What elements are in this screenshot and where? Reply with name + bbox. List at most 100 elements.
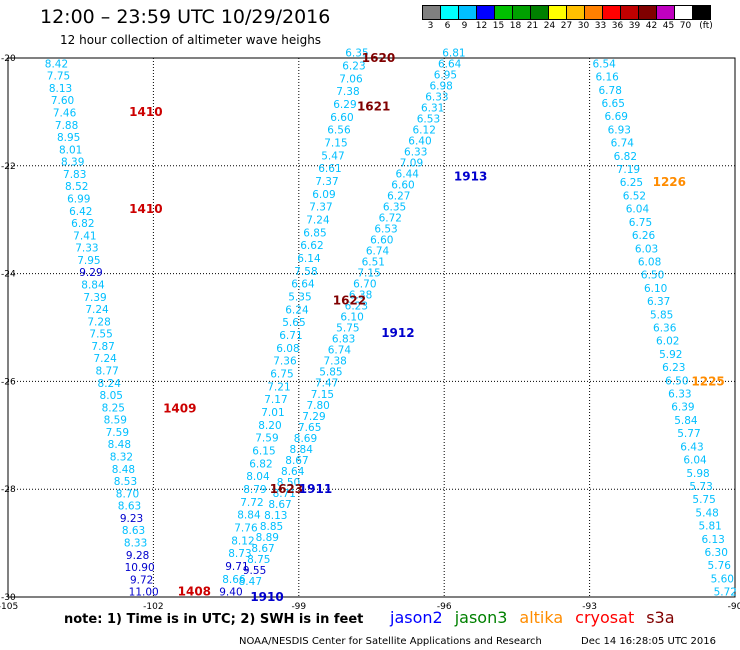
wave-height-value: 7.15 <box>324 137 347 149</box>
satellite-name-s3a: s3a <box>646 608 675 627</box>
wave-height-value: 6.15 <box>252 445 275 457</box>
wave-height-value: 6.99 <box>67 194 90 206</box>
wave-height-value: 8.53 <box>114 476 137 488</box>
wave-height-value: 9.40 <box>219 587 242 599</box>
wave-height-value: 9.72 <box>130 574 153 586</box>
lon-tick-label: -105 <box>0 602 18 612</box>
pass-time-label: 1622 <box>333 294 366 308</box>
wave-height-value: 8.59 <box>104 415 127 427</box>
wave-height-value: 5.98 <box>686 468 709 480</box>
wave-height-value: 7.80 <box>306 400 329 412</box>
legend-label: 3 <box>427 21 434 31</box>
wave-height-value: 6.60 <box>330 112 353 124</box>
wave-height-value: 5.35 <box>288 291 311 303</box>
wave-height-value: 6.69 <box>605 111 628 123</box>
wave-height-value: 6.82 <box>249 458 272 470</box>
wave-height-value: 9.28 <box>126 550 149 562</box>
wave-height-value: 7.88 <box>55 120 78 132</box>
wave-height-value: 8.42 <box>45 58 68 70</box>
page-title: 12:00 – 23:59 UTC 10/29/2016 <box>40 6 331 28</box>
legend-unit: (ft) <box>699 21 713 31</box>
wave-height-value: 7.76 <box>234 522 258 534</box>
wave-height-value: 7.37 <box>309 202 332 214</box>
wave-height-value: 8.73 <box>228 548 251 560</box>
wave-height-value: 6.16 <box>595 72 619 84</box>
wave-height-value: 6.70 <box>353 279 376 291</box>
legend-label: 33 <box>594 21 607 31</box>
wave-height-value: 7.19 <box>617 164 640 176</box>
pass-time-label: 1410 <box>129 105 162 119</box>
pass-time-label: 1911 <box>299 482 332 496</box>
lon-tick-label: -96 <box>437 602 452 612</box>
lat-lon-grid: -105-102-99-96-93-90-20-22-24-26-28-30 <box>0 54 740 612</box>
wave-height-value: 6.10 <box>644 283 667 295</box>
wave-height-value: 8.75 <box>247 554 270 566</box>
wave-height-value: 7.24 <box>85 304 109 316</box>
wave-height-value: 7.17 <box>264 394 287 406</box>
wave-height-value: 6.38 <box>349 290 372 302</box>
wave-height-value: 6.12 <box>413 125 436 137</box>
wave-height-value: 5.84 <box>674 415 698 427</box>
wave-height-value: 8.67 <box>268 499 291 511</box>
wave-height-value: 7.33 <box>75 243 98 255</box>
wave-height-value: 6.35 <box>383 202 406 214</box>
wave-height-value: 8.95 <box>57 132 80 144</box>
wave-height-value: 6.83 <box>332 334 355 346</box>
wave-height-value: 8.52 <box>65 181 88 193</box>
wave-height-value: 7.41 <box>73 230 96 242</box>
wave-height-value: 7.37 <box>315 176 338 188</box>
wave-height-value: 7.09 <box>400 158 423 170</box>
wave-height-value: 7.58 <box>294 266 317 278</box>
wave-height-value: 5.60 <box>711 573 734 585</box>
wave-height-value: 6.54 <box>592 58 616 70</box>
wave-height-value: 7.65 <box>298 422 321 434</box>
wave-height-value: 7.59 <box>106 427 129 439</box>
legend-label: 9 <box>461 21 468 31</box>
wave-height-value: 6.23 <box>342 60 365 72</box>
wave-height-value: 7.59 <box>255 433 278 445</box>
wave-height-value: 6.36 <box>653 323 677 335</box>
wave-height-value: 6.02 <box>656 336 679 348</box>
wave-height-value: 8.05 <box>100 390 123 402</box>
wave-height-value: 6.35 <box>345 48 368 60</box>
legend-label: 39 <box>628 21 641 31</box>
page-subtitle: 12 hour collection of altimeter wave hei… <box>60 33 322 47</box>
wave-height-value: 5.85 <box>650 309 673 321</box>
wave-height-value: 10.90 <box>125 562 155 574</box>
pass-time-label: 1621 <box>357 100 390 114</box>
wave-height-value: 7.39 <box>83 292 106 304</box>
wave-height-value: 8.79 <box>243 484 266 496</box>
wave-height-value: 5.77 <box>677 428 700 440</box>
wave-height-value: 7.83 <box>63 169 86 181</box>
wave-height-value: 6.33 <box>404 147 427 159</box>
wave-height-value: 8.04 <box>246 471 270 483</box>
wave-height-value: 8.48 <box>112 464 135 476</box>
wave-height-value: 8.33 <box>124 537 147 549</box>
wave-height-value: 5.48 <box>695 507 718 519</box>
wave-height-value: 6.08 <box>638 256 661 268</box>
wave-height-value: 6.43 <box>680 441 703 453</box>
wave-height-value: 8.84 <box>81 280 105 292</box>
lon-tick-label: -102 <box>143 602 163 612</box>
footer-note: note: 1) Time is in UTC; 2) SWH is in fe… <box>64 612 364 627</box>
wave-height-value: 8.77 <box>95 365 118 377</box>
pass-time-label: 1225 <box>691 374 724 388</box>
wave-height-value: 6.50 <box>665 375 688 387</box>
wave-height-value: 5.81 <box>698 521 721 533</box>
wave-height-value: 5.47 <box>321 150 344 162</box>
wave-height-value: 8.85 <box>260 521 283 533</box>
wave-height-value: 7.06 <box>339 73 363 85</box>
pass-time-label: 1410 <box>129 202 162 216</box>
wave-height-value: 6.60 <box>370 235 393 247</box>
wave-height-value: 6.71 <box>279 330 302 342</box>
wave-height-value: 6.75 <box>270 368 293 380</box>
wave-height-value: 7.46 <box>53 108 77 120</box>
wave-height-value: 7.15 <box>357 268 380 280</box>
wave-height-value: 8.84 <box>290 444 314 456</box>
wave-height-value: 8.89 <box>256 532 279 544</box>
wave-height-value: 6.74 <box>366 246 390 258</box>
pass-time-label: 1409 <box>163 401 196 415</box>
pass-time-label: 1913 <box>454 170 487 184</box>
wave-height-value: 5.72 <box>714 587 737 599</box>
wave-height-value: 6.53 <box>374 224 397 236</box>
